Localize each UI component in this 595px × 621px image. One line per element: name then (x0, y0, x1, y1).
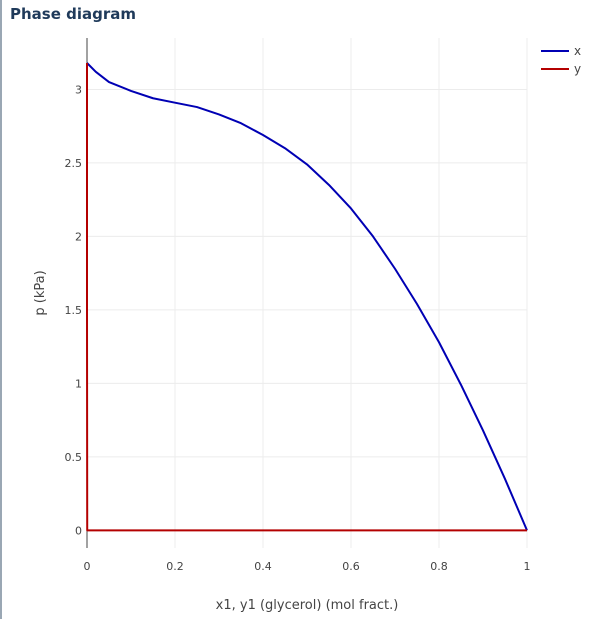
y-axis-title: p (kPa) (33, 270, 48, 315)
y-tick-label: 3 (75, 83, 82, 96)
series-line-y[interactable] (86, 62, 527, 532)
x-tick-label: 0.4 (254, 560, 272, 573)
series-line-x[interactable] (86, 62, 528, 531)
y-tick-label: 2.5 (65, 157, 83, 170)
y-tick-label: 0 (75, 524, 82, 537)
grid (87, 38, 528, 548)
x-axis-title: x1, y1 (glycerol) (mol fract.) (216, 598, 399, 613)
y-tick-label: 0.5 (65, 451, 83, 464)
y-tick-label: 2 (75, 230, 82, 243)
legend-label-y[interactable]: y (574, 62, 581, 76)
x-tick-label: 0.8 (430, 560, 448, 573)
x-tick-label: 1 (524, 560, 531, 573)
series-layer (86, 62, 528, 532)
y-tick-label: 1 (75, 377, 82, 390)
legend[interactable]: xy (541, 44, 581, 76)
x-tick-label: 0.2 (166, 560, 184, 573)
panel-title: Phase diagram (10, 5, 137, 23)
x-tick-label: 0 (84, 560, 91, 573)
axes: 0 0.2 0.4 0.6 0.8 1 0 0.5 1 1.5 2 2.5 3 (65, 38, 531, 573)
legend-label-x[interactable]: x (574, 44, 581, 58)
y-tick-label: 1.5 (65, 304, 83, 317)
x-tick-label: 0.6 (342, 560, 360, 573)
